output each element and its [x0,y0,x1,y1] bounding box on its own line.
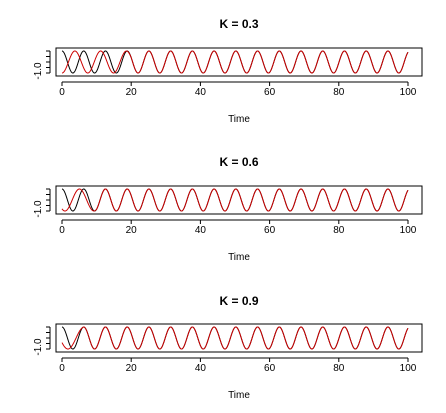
x-tick-label: 100 [400,363,417,374]
x-tick-label: 80 [333,87,345,98]
x-tick-label: 0 [59,87,65,98]
chart-title: K = 0.3 [219,17,258,31]
y-tick-label: -1.0 [33,200,44,218]
x-axis-label: Time [228,252,250,263]
y-tick-label: -1.0 [33,62,44,80]
x-tick-label: 80 [333,363,345,374]
y-tick-label: -1.0 [33,338,44,356]
x-tick-label: 0 [59,363,65,374]
series-line-2 [61,188,409,212]
x-tick-label: 40 [195,225,207,236]
x-tick-label: 80 [333,225,345,236]
chart-title: K = 0.6 [219,155,258,169]
x-tick-label: 100 [400,225,417,236]
x-tick-label: 100 [400,87,417,98]
series-line-2 [61,50,409,74]
x-tick-label: 40 [195,363,207,374]
x-tick-label: 60 [264,225,276,236]
chart-panel-2: K = 0.6 0 20 40 60 80 100 Time -1.0 [33,155,423,263]
x-axis-label: Time [228,390,250,401]
x-tick-label: 40 [195,87,207,98]
chart-panel-3: K = 0.9 0 20 40 60 80 100 Time -1.0 [33,294,423,401]
x-axis-label: Time [228,114,250,125]
x-tick-label: 0 [59,225,65,236]
chart-title: K = 0.9 [219,294,258,308]
series-line-1 [61,50,409,74]
x-tick-label: 60 [264,87,276,98]
plot-frame [55,323,423,353]
x-tick-label: 20 [126,363,138,374]
plot-frame [55,185,423,215]
x-tick-label: 20 [126,87,138,98]
x-tick-label: 20 [126,225,138,236]
x-tick-label: 60 [264,363,276,374]
plot-frame [55,47,423,77]
series-line-2 [61,326,409,350]
chart-panel-1: K = 0.3 0 20 40 60 80 100 Time -1.0 [33,17,423,125]
